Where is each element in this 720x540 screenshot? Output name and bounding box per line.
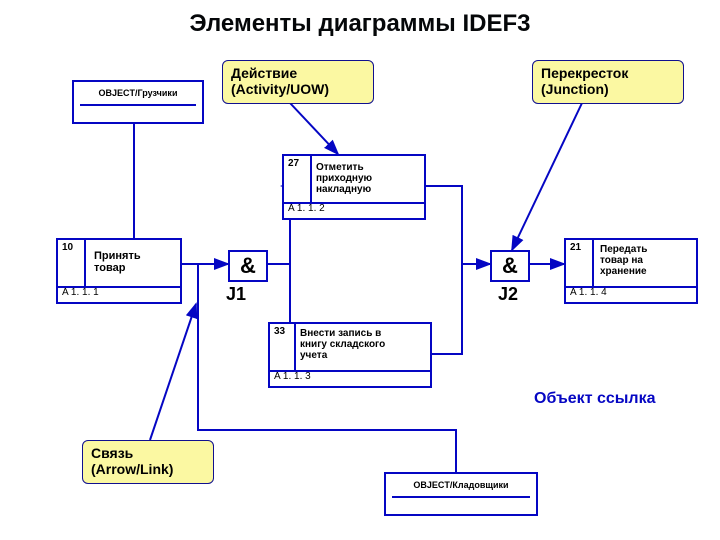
junction-label-j2: J2 xyxy=(498,284,518,305)
uow-u10: 10Принять товарA 1. 1. 1 xyxy=(56,238,182,304)
page-title: Элементы диаграммы IDEF3 xyxy=(0,10,720,38)
uow-u21: 21Передать товар на хранениеA 1. 1. 4 xyxy=(564,238,698,304)
callout-junction: Перекресток (Junction) xyxy=(532,60,684,104)
object-ref-stores: OBJECT/Кладовщики xyxy=(384,472,538,516)
callout-link: Связь (Arrow/Link) xyxy=(82,440,214,484)
junction-j2: & xyxy=(490,250,530,282)
object-ref-loaders: OBJECT/Грузчики xyxy=(72,80,204,124)
uow-u33: 33Внести запись в книгу складского учета… xyxy=(268,322,432,388)
legend-object-reference: Объект ссылка xyxy=(534,390,656,408)
junction-j1: & xyxy=(228,250,268,282)
uow-u27: 27Отметить приходную накладнуюA 1. 1. 2 xyxy=(282,154,426,220)
callout-activity: Действие (Activity/UOW) xyxy=(222,60,374,104)
junction-label-j1: J1 xyxy=(226,284,246,305)
